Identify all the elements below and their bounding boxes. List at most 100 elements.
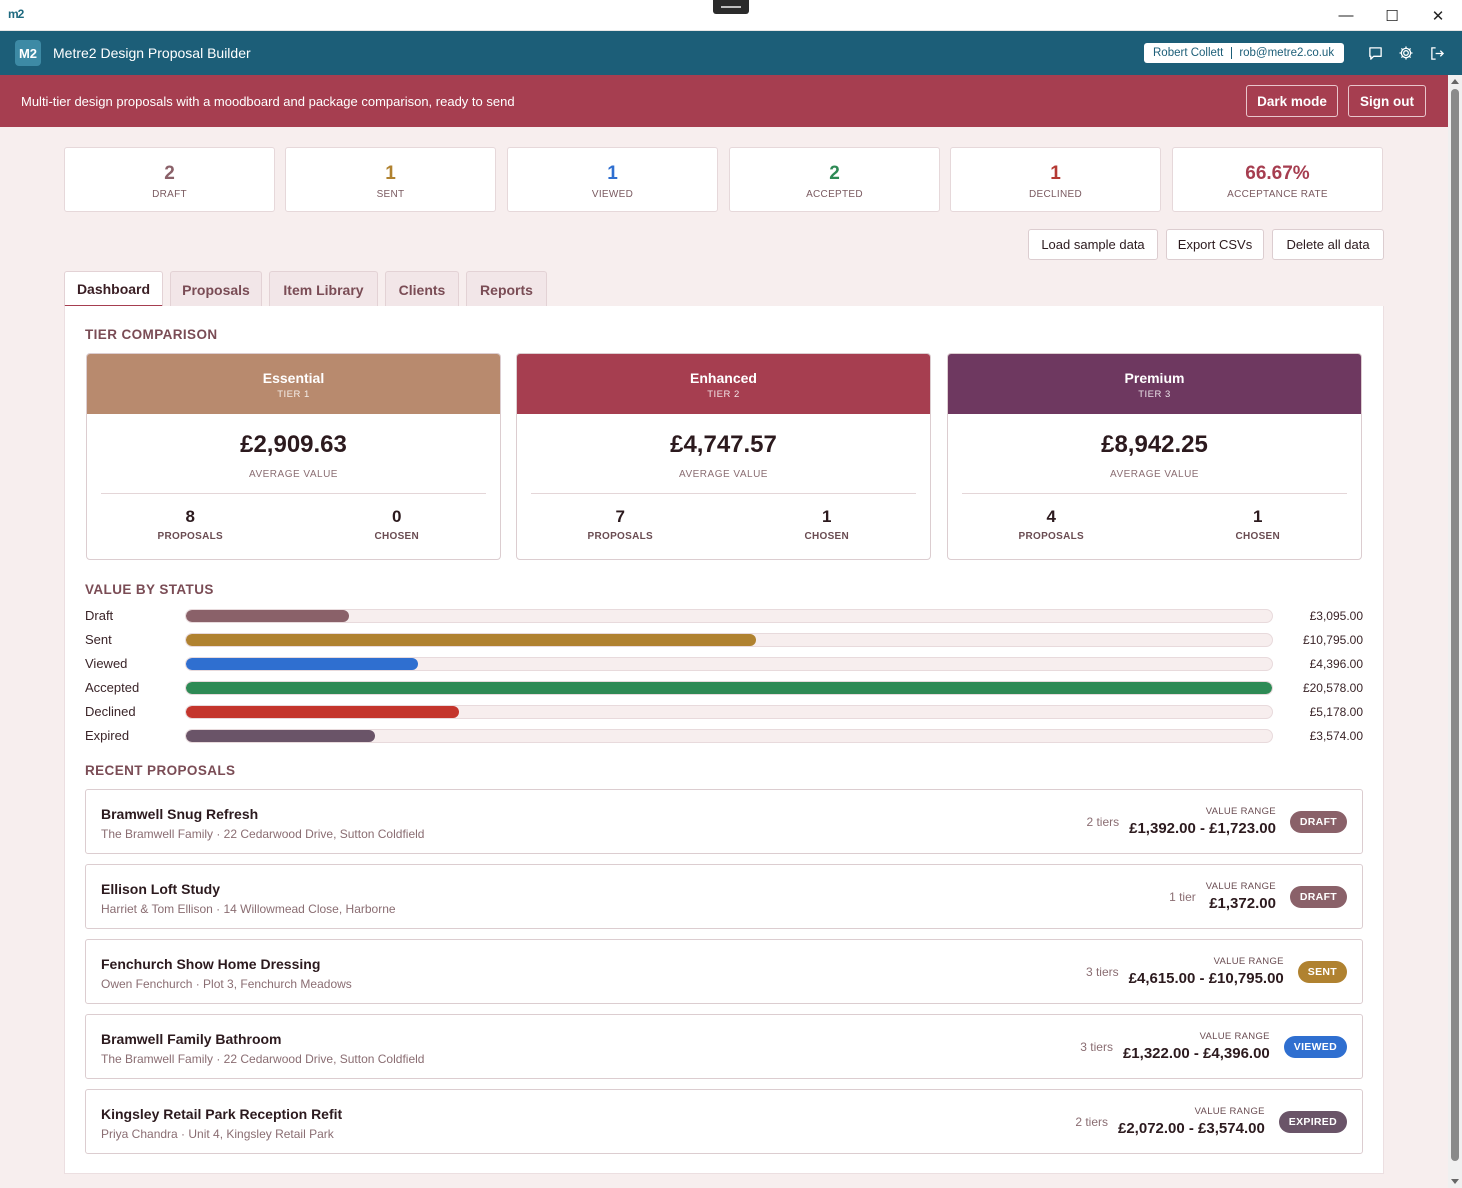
status-value-row-expired: Expired £3,574.00 (85, 727, 1363, 745)
banner-text: Multi-tier design proposals with a moodb… (21, 94, 515, 109)
status-label: Sent (85, 632, 112, 647)
proposal-card[interactable]: Bramwell Family Bathroom The Bramwell Fa… (85, 1014, 1363, 1079)
stat-label: ACCEPTANCE RATE (1227, 189, 1328, 200)
status-label: Draft (85, 608, 114, 623)
settings-gear-icon[interactable] (1397, 44, 1415, 62)
proposal-title: Fenchurch Show Home Dressing (101, 956, 321, 972)
tier-chosen-count: 0 (392, 507, 402, 526)
user-info: Robert Collett rob@metre2.co.uk (1144, 43, 1344, 63)
proposal-card[interactable]: Kingsley Retail Park Reception Refit Pri… (85, 1089, 1363, 1154)
tab-item-library[interactable]: Item Library (269, 271, 378, 308)
stat-value: 1 (1050, 163, 1061, 184)
status-bar-fill (186, 706, 460, 718)
maximize-button[interactable]: ☐ (1385, 7, 1399, 25)
proposal-title: Ellison Loft Study (101, 881, 220, 897)
status-bar-fill (186, 658, 418, 670)
proposal-card[interactable]: Fenchurch Show Home Dressing Owen Fenchu… (85, 939, 1363, 1004)
window-drag-handle[interactable] (713, 0, 749, 14)
stat-value: 1 (385, 163, 396, 184)
proposal-card[interactable]: Bramwell Snug Refresh The Bramwell Famil… (85, 789, 1363, 854)
stat-label: ACCEPTED (806, 189, 863, 200)
value-range-label: VALUE RANGE (1205, 806, 1276, 817)
tab-reports[interactable]: Reports (466, 271, 547, 308)
proposal-tier-count: 3 tiers (1080, 1039, 1113, 1054)
value-range-label: VALUE RANGE (1213, 956, 1284, 967)
app-badge: M2 (15, 40, 41, 66)
section-title-recent-proposals: RECENT PROPOSALS (85, 763, 236, 778)
proposal-card[interactable]: Ellison Loft Study Harriet & Tom Ellison… (85, 864, 1363, 929)
status-bar-fill (186, 730, 375, 742)
load-sample-data-button[interactable]: Load sample data (1028, 229, 1158, 260)
status-value: £10,795.00 (1302, 633, 1363, 647)
window-titlebar: m2 — ☐ ✕ (0, 0, 1462, 31)
stat-label: DECLINED (1029, 189, 1082, 200)
status-value-row-accepted: Accepted £20,578.00 (85, 679, 1363, 697)
app-header: M2 Metre2 Design Proposal Builder Robert… (0, 31, 1462, 75)
proposal-title: Bramwell Family Bathroom (101, 1031, 282, 1047)
proposal-client: The Bramwell Family · 22 Cedarwood Drive… (101, 1052, 425, 1066)
tier-header: Enhanced TIER 2 (517, 354, 930, 414)
export-csvs-button[interactable]: Export CSVs (1166, 229, 1264, 260)
status-bar-fill (186, 610, 350, 622)
tier-chosen-label: CHOSEN (374, 531, 420, 542)
tab-proposals[interactable]: Proposals (170, 271, 262, 308)
status-value: £5,178.00 (1309, 705, 1363, 719)
proposal-title: Kingsley Retail Park Reception Refit (101, 1106, 343, 1122)
stat-label: VIEWED (591, 189, 634, 200)
stat-card-draft: 2 DRAFT (64, 147, 275, 212)
delete-all-data-button[interactable]: Delete all data (1272, 229, 1384, 260)
divider (101, 493, 486, 494)
tier-average-label: AVERAGE VALUE (679, 469, 768, 480)
value-range-label: VALUE RANGE (1194, 1106, 1265, 1117)
tier-number: TIER 1 (277, 389, 310, 400)
status-value-row-sent: Sent £10,795.00 (85, 631, 1363, 649)
value-range-label: VALUE RANGE (1205, 881, 1276, 892)
chat-icon[interactable] (1366, 44, 1384, 62)
tier-average-label: AVERAGE VALUE (1110, 469, 1199, 480)
stat-label: SENT (376, 189, 405, 200)
section-title-tier-comparison: TIER COMPARISON (85, 327, 218, 342)
status-bar-track (185, 609, 1273, 623)
section-title-value-by-status: VALUE BY STATUS (85, 582, 214, 597)
proposal-tier-count: 3 tiers (1085, 964, 1119, 979)
app-title: Metre2 Design Proposal Builder (53, 45, 251, 61)
close-window-button[interactable]: ✕ (1431, 7, 1445, 25)
scrollbar-thumb[interactable] (1451, 89, 1459, 1161)
sign-out-button[interactable]: Sign out (1348, 85, 1426, 117)
status-value: £3,574.00 (1309, 729, 1363, 743)
status-bar-track (185, 657, 1273, 671)
status-label: Expired (85, 728, 130, 743)
value-range: £1,322.00 - £4,396.00 (1122, 1045, 1270, 1062)
proposal-client: Priya Chandra · Unit 4, Kingsley Retail … (101, 1127, 334, 1141)
value-range: £1,372.00 (1209, 895, 1276, 912)
tier-proposals-count: 4 (1046, 507, 1056, 526)
value-range: £4,615.00 - £10,795.00 (1128, 970, 1284, 987)
tier-number: TIER 3 (1138, 389, 1171, 400)
status-badge: VIEWED (1283, 1035, 1347, 1058)
stat-value: 2 (164, 163, 175, 184)
dark-mode-button[interactable]: Dark mode (1246, 85, 1338, 117)
tier-chosen-label: CHOSEN (804, 531, 850, 542)
scrollbar[interactable] (1448, 75, 1462, 1188)
stat-card-sent: 1 SENT (285, 147, 496, 212)
tier-proposals-label: PROPOSALS (157, 531, 223, 542)
stat-value: 2 (829, 163, 840, 184)
status-badge: DRAFT (1289, 885, 1347, 908)
tier-average-value: £8,942.25 (1101, 431, 1208, 458)
tier-name: Premium (1124, 370, 1185, 386)
stat-card-declined: 1 DECLINED (950, 147, 1161, 212)
status-label: Declined (85, 704, 136, 719)
tab-clients[interactable]: Clients (385, 271, 459, 308)
divider (962, 493, 1347, 494)
scroll-up-icon[interactable] (1451, 79, 1459, 84)
stat-card-accepted: 2 ACCEPTED (729, 147, 940, 212)
tab-dashboard[interactable]: Dashboard (64, 271, 163, 308)
tier-card-enhanced: Enhanced TIER 2 £4,747.57 AVERAGE VALUE … (516, 353, 931, 560)
status-bar-fill (186, 634, 756, 646)
minimize-button[interactable]: — (1338, 7, 1354, 24)
status-badge: EXPIRED (1278, 1110, 1347, 1133)
logout-icon[interactable] (1428, 44, 1446, 62)
info-banner: Multi-tier design proposals with a moodb… (0, 75, 1448, 127)
proposal-tier-count: 1 tier (1169, 889, 1196, 904)
scroll-down-icon[interactable] (1451, 1179, 1459, 1184)
